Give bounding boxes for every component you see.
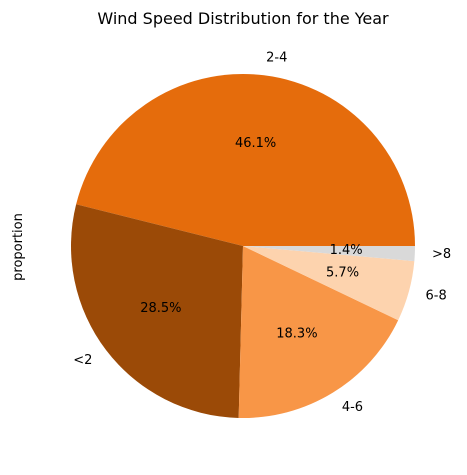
- slice-label-4-6: 4-6: [342, 400, 363, 415]
- slice-label-2-4: 2-4: [266, 51, 287, 66]
- pie-labels: 2-4 46.1% <2 28.5% 4-6 18.3% 6-8 5.7% >8 1.4%: [73, 51, 451, 415]
- pie-slice-lt2: [71, 204, 243, 418]
- percent-label-6-8: 5.7%: [326, 266, 359, 281]
- percent-label-4-6: 18.3%: [276, 326, 317, 341]
- pie-slice-2-4: [76, 73, 416, 246]
- y-axis-label: proportion: [11, 213, 26, 281]
- slice-label-gt8: >8: [432, 247, 451, 262]
- slice-label-6-8: 6-8: [425, 288, 446, 303]
- pie-slice-6-8: [243, 246, 415, 321]
- slice-label-lt2: <2: [73, 353, 92, 368]
- pie-slice-4-6: [238, 246, 399, 418]
- percent-label-gt8: 1.4%: [330, 243, 363, 258]
- pie-slices: [71, 73, 416, 418]
- percent-label-2-4: 46.1%: [235, 136, 276, 151]
- percent-label-lt2: 28.5%: [140, 301, 181, 316]
- chart-title: Wind Speed Distribution for the Year: [97, 9, 389, 28]
- pie-slice-gt8: [243, 246, 415, 262]
